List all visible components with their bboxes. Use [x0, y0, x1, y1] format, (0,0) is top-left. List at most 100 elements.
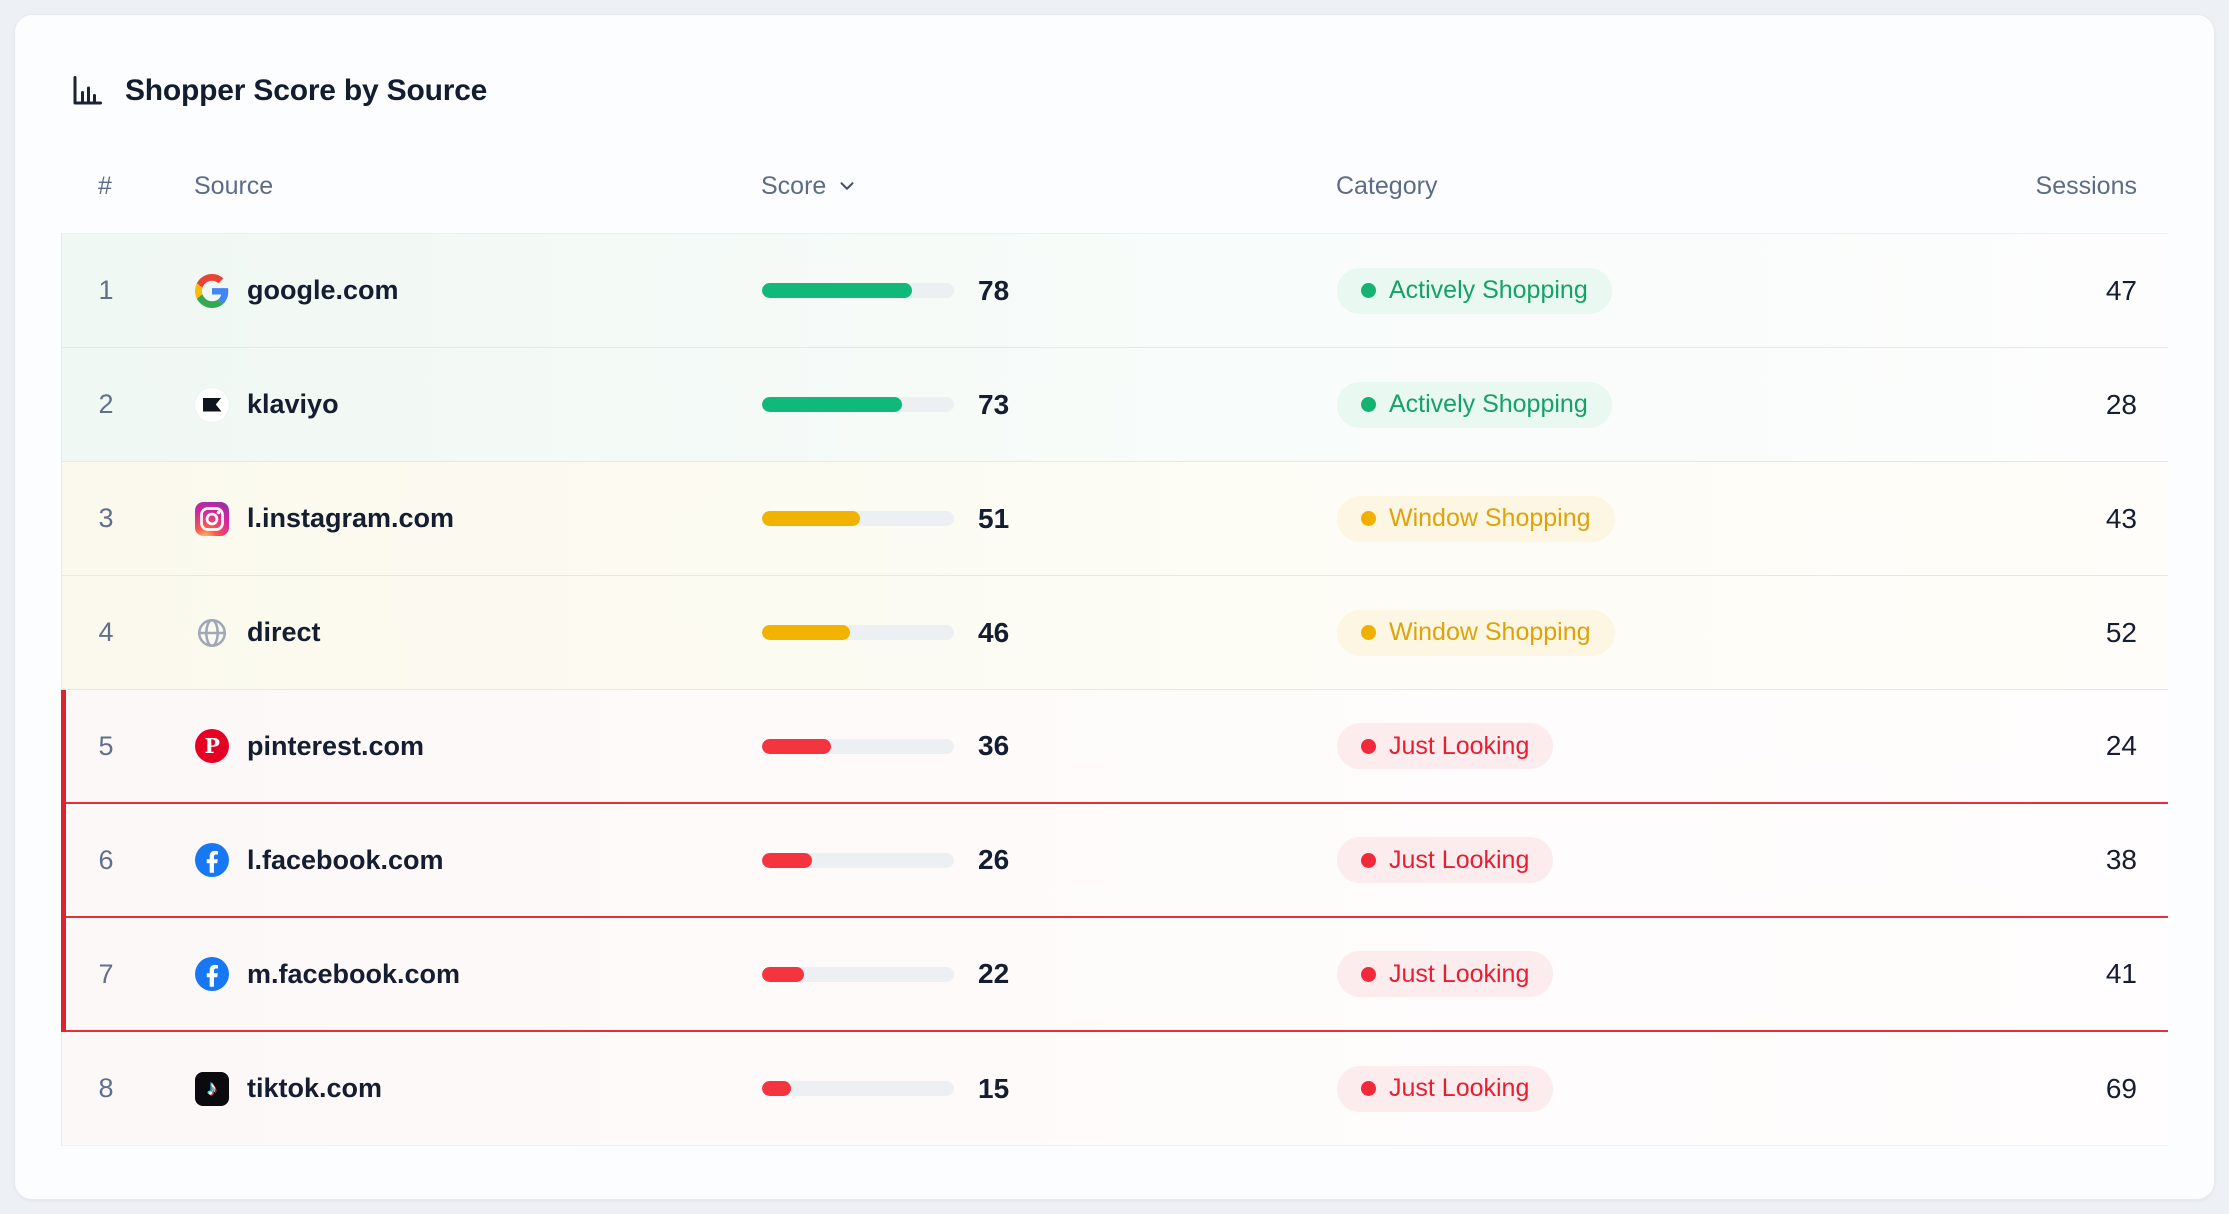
source-label: tiktok.com — [247, 1073, 383, 1103]
category-cell: Window Shopping — [1337, 609, 1837, 656]
score-bar — [762, 966, 954, 982]
row-rank: 5 — [98, 730, 114, 761]
source-cell: l.facebook.com — [150, 843, 762, 877]
source-label: google.com — [247, 275, 399, 305]
table-row[interactable]: 7 m.facebook.com 22 Just Looking 41 — [61, 918, 2168, 1032]
score-cell: 73 — [762, 389, 1337, 421]
row-rank: 6 — [98, 844, 114, 875]
chevron-down-icon — [836, 175, 858, 197]
sessions-value: 47 — [2105, 274, 2137, 306]
score-bar-fill — [762, 966, 805, 982]
table-row[interactable]: 6 l.facebook.com 26 Just Looking 38 — [61, 804, 2168, 918]
sessions-value: 69 — [2105, 1072, 2137, 1104]
score-value: 73 — [978, 388, 1010, 420]
row-rank: 2 — [98, 389, 114, 419]
score-value: 36 — [978, 730, 1010, 761]
globe-icon — [195, 616, 229, 650]
column-header-score[interactable]: Score — [761, 172, 1336, 201]
facebook-icon — [195, 957, 229, 991]
score-cell: 46 — [762, 617, 1337, 649]
table-row[interactable]: 4 direct 46 Window Shopping 52 — [62, 576, 2168, 690]
source-cell: ♪ tiktok.com — [150, 1071, 762, 1106]
sessions-value: 52 — [2105, 616, 2137, 648]
score-value: 46 — [978, 616, 1010, 648]
sessions-value: 43 — [2105, 502, 2137, 534]
score-value: 26 — [978, 844, 1010, 875]
category-label: Window Shopping — [1389, 504, 1591, 532]
column-header-category: Category — [1336, 171, 1438, 200]
card-title: Shopper Score by Source — [125, 74, 488, 107]
category-cell: Just Looking — [1337, 1065, 1837, 1112]
row-rank: 1 — [98, 275, 114, 305]
score-cell: 26 — [762, 844, 1337, 876]
score-bar-fill — [762, 738, 832, 754]
category-cell: Just Looking — [1337, 951, 1837, 997]
category-badge: Window Shopping — [1337, 609, 1615, 656]
source-label: pinterest.com — [247, 730, 425, 761]
instagram-icon — [195, 501, 229, 536]
row-rank: 8 — [98, 1073, 114, 1103]
score-value: 15 — [978, 1072, 1010, 1104]
score-cell: 15 — [762, 1073, 1337, 1105]
score-bar — [762, 397, 954, 412]
klaviyo-icon — [195, 387, 229, 422]
column-header-rank: # — [98, 171, 112, 200]
row-rank: 7 — [98, 958, 114, 989]
score-bar — [762, 852, 954, 868]
category-badge: Actively Shopping — [1337, 381, 1612, 428]
score-bar — [762, 738, 954, 754]
score-bar-fill — [762, 1081, 791, 1096]
table-body: 1 google.com 78 Actively Shopping 47 2 k… — [61, 233, 2168, 1146]
score-value: 51 — [978, 502, 1010, 534]
column-header-sessions: Sessions — [2035, 171, 2137, 200]
score-bar — [762, 283, 954, 298]
source-label: m.facebook.com — [247, 958, 461, 989]
category-cell: Just Looking — [1337, 723, 1837, 769]
category-label: Actively Shopping — [1389, 390, 1588, 418]
sessions-value: 28 — [2105, 388, 2137, 420]
status-dot-icon — [1361, 966, 1376, 982]
pinterest-icon: P — [195, 729, 229, 763]
table-header: # Source Score Category Sessions — [61, 139, 2168, 233]
category-label: Window Shopping — [1389, 618, 1591, 646]
category-label: Just Looking — [1389, 959, 1530, 988]
score-header-label: Score — [761, 171, 827, 200]
category-badge: Actively Shopping — [1337, 267, 1612, 314]
source-label: l.facebook.com — [247, 844, 444, 875]
table-row[interactable]: 3 l.instagram.com 51 Window Shopping 43 — [62, 462, 2168, 576]
category-cell: Just Looking — [1337, 837, 1837, 883]
table-row[interactable]: 8 ♪ tiktok.com 15 Just Looking 69 — [62, 1032, 2168, 1146]
score-value: 78 — [978, 274, 1010, 306]
category-label: Just Looking — [1389, 1074, 1530, 1102]
score-bar — [762, 625, 954, 640]
table-row[interactable]: 1 google.com 78 Actively Shopping 47 — [62, 234, 2168, 348]
category-badge: Just Looking — [1337, 723, 1554, 769]
score-cell: 36 — [762, 730, 1337, 762]
score-bar-fill — [762, 511, 860, 526]
category-badge: Just Looking — [1337, 951, 1554, 997]
table-row[interactable]: 2 klaviyo 73 Actively Shopping 28 — [62, 348, 2168, 462]
table-row[interactable]: 5 P pinterest.com 36 Just Looking 24 — [61, 690, 2168, 804]
category-label: Actively Shopping — [1389, 276, 1588, 304]
score-bar-fill — [762, 852, 812, 868]
status-dot-icon — [1361, 511, 1376, 526]
category-cell: Window Shopping — [1337, 495, 1837, 542]
source-cell: direct — [150, 616, 762, 650]
bar-chart-icon — [69, 73, 105, 109]
sessions-value: 24 — [2105, 730, 2137, 761]
status-dot-icon — [1361, 738, 1376, 754]
column-header-source: Source — [194, 171, 274, 200]
category-cell: Actively Shopping — [1337, 267, 1837, 314]
google-icon — [195, 273, 229, 308]
score-bar — [762, 1081, 954, 1096]
source-label: direct — [247, 617, 321, 647]
facebook-icon — [195, 843, 229, 877]
shopper-score-card: Shopper Score by Source # Source Score C… — [14, 14, 2215, 1200]
source-label: l.instagram.com — [247, 503, 455, 533]
status-dot-icon — [1361, 397, 1376, 412]
svg-text:P: P — [205, 734, 220, 758]
source-cell: l.instagram.com — [150, 501, 762, 536]
status-dot-icon — [1361, 625, 1376, 640]
category-label: Just Looking — [1389, 845, 1530, 874]
source-cell: klaviyo — [150, 387, 762, 422]
